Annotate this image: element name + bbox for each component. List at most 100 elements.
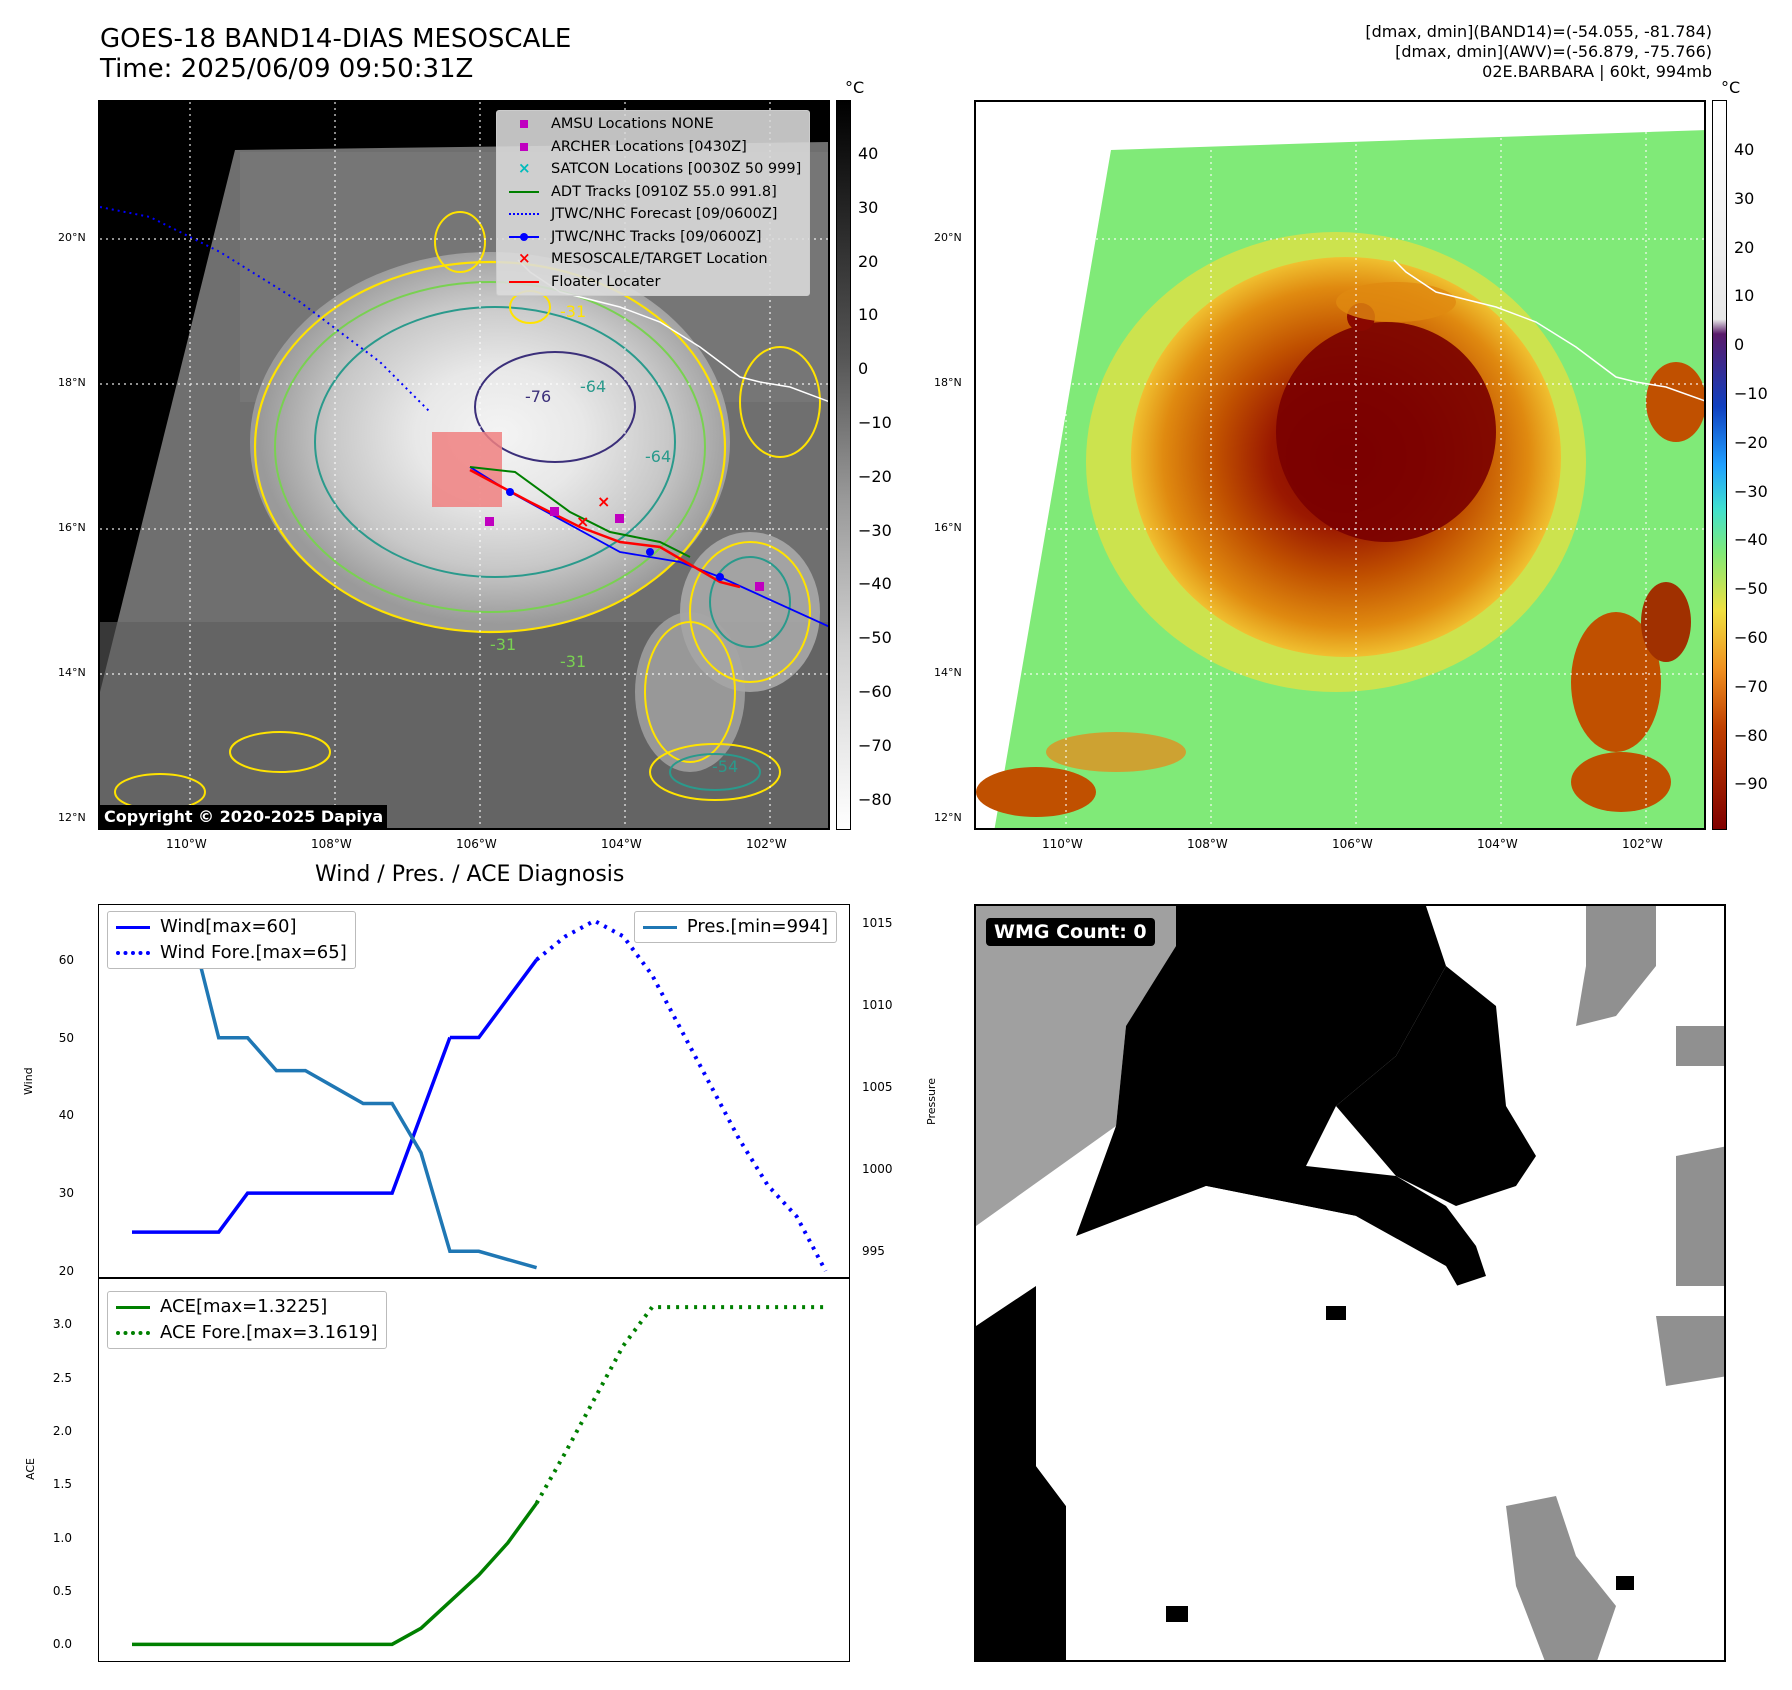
series-line-2 (535, 918, 828, 1272)
series-line-1 (449, 958, 539, 1040)
ir-grayscale-map: -76 -64 -64 -31 -31 -31 -54 (98, 100, 830, 830)
series-line-3 (132, 921, 538, 1270)
lat-label: 18°N (934, 376, 962, 389)
axis-tick-label: 1.0 (52, 1530, 72, 1545)
pressure-legend: Pres.[min=994] (633, 911, 837, 943)
axis-tick-label: 1005 (862, 1080, 893, 1095)
legend-item: × MESOSCALE/TARGET Location (507, 248, 801, 271)
lat-label: 18°N (58, 376, 86, 389)
lat-label: 16°N (934, 521, 962, 534)
solid-green-line-icon (116, 1300, 150, 1314)
contour-54 (274, 281, 706, 613)
svg-text:×: × (576, 512, 589, 531)
legend-item: JTWC/NHC Forecast [09/0600Z] (507, 203, 801, 226)
magenta-square-icon (507, 117, 541, 131)
ir-color-map-svg (976, 102, 1704, 828)
contour-label: -54 (712, 757, 738, 776)
contour-64 (314, 306, 676, 578)
legend-item: Floater Locater (507, 271, 801, 294)
colorbar-tick-label: −40 (1734, 530, 1768, 550)
colorbar-unit: °C (1721, 78, 1741, 97)
blue-line-dot-icon (507, 230, 541, 244)
ace-axis-label: ACE (24, 1458, 37, 1480)
lon-label: 108°W (311, 837, 352, 851)
wmg-count-badge: WMG Count: 0 (986, 918, 1155, 946)
wmg-black-region (976, 906, 1486, 1660)
red-line-icon (507, 275, 541, 289)
axis-tick-label: 20 (58, 1264, 74, 1278)
wind-fore-legend-label: Wind Fore.[max=65] (160, 942, 347, 963)
contour-label: -31 (560, 302, 586, 321)
colorbar-tick-label: −50 (1734, 579, 1768, 599)
colorbar-tick-label: −80 (1734, 725, 1768, 745)
forecast-track (100, 206, 431, 413)
legend-item: ADT Tracks [0910Z 55.0 991.8] (507, 181, 801, 204)
colorbar-tick-label: −70 (1734, 676, 1768, 696)
svg-text:×: × (597, 492, 610, 511)
storm-info: 02E.BARBARA | 60kt, 994mb (1482, 62, 1712, 81)
colorbar-tick-label: 20 (1734, 237, 1755, 257)
dotted-green-line-icon (116, 1326, 150, 1340)
wmg-gray-region (976, 906, 1176, 1226)
colorbar-tick-label: −70 (858, 735, 892, 755)
ace-fore-legend-label: ACE Fore.[max=3.1619] (160, 1322, 378, 1343)
axis-tick-label: 995 (862, 1244, 885, 1259)
axis-tick-label: 0.5 (52, 1584, 72, 1598)
axis-tick-label: 1015 (862, 915, 893, 930)
contour-label: -31 (490, 635, 516, 654)
axis-tick-label: 3.0 (52, 1317, 72, 1332)
lat-label: 12°N (934, 811, 962, 824)
ir-map-svg: -76 -64 -64 -31 -31 -31 -54 (100, 102, 828, 828)
colorbar-tick-label: 20 (858, 251, 879, 271)
lat-label: 20°N (58, 231, 86, 244)
lon-label: 102°W (746, 837, 787, 851)
wmg-white-region (1036, 1186, 1595, 1660)
colorbar-tick-label: 40 (1734, 140, 1755, 159)
colorbar-tick-label: 10 (858, 305, 879, 325)
adt-track (469, 466, 691, 558)
color-colorbar (1712, 100, 1727, 830)
colorbar-tick-label: 0 (858, 359, 869, 379)
contour-label: -76 (525, 387, 551, 406)
axis-tick-label: 40 (58, 1108, 74, 1123)
series-line-1 (534, 1305, 826, 1505)
axis-tick-label: 2.0 (52, 1424, 72, 1438)
legend-item: ARCHER Locations [0430Z] (507, 136, 801, 159)
map-legend: AMSU Locations NONE ARCHER Locations [04… (496, 110, 811, 296)
pressure-axis-label: Pressure (925, 1078, 938, 1125)
ace-chart: ACE[max=1.3225] ACE Fore.[max=3.1619] (98, 1278, 850, 1662)
colorbar-tick-label: −90 (1734, 774, 1768, 794)
colorbar-tick-label: 0 (1734, 335, 1745, 355)
colorbar-tick-label: −20 (858, 466, 892, 486)
colorbar-tick-label: −30 (1734, 481, 1768, 501)
red-x-icon: × (518, 249, 531, 268)
wind-axis-label: Wind (22, 1067, 35, 1095)
lat-label: 14°N (58, 666, 86, 679)
blue-dotted-line-icon (507, 207, 541, 221)
color-map-grid (976, 102, 1704, 828)
header-right-info: [dmax, dmin](BAND14)=(-54.055, -81.784) … (1365, 22, 1712, 82)
contour-76 (474, 351, 636, 463)
lat-label: 20°N (934, 231, 962, 244)
wmg-panel (974, 904, 1726, 1662)
lon-label: 104°W (1477, 837, 1518, 851)
axis-tick-label: 50 (58, 1030, 74, 1045)
axis-tick-label: 1.5 (52, 1477, 72, 1492)
magenta-square-icon (507, 140, 541, 154)
wind-legend-label: Wind[max=60] (160, 916, 297, 937)
axis-tick-label: 60 (58, 952, 74, 967)
lon-label: 104°W (601, 837, 642, 851)
lon-label: 102°W (1622, 837, 1663, 851)
colorbar-tick-label: 40 (858, 144, 879, 163)
colorbar-tick-label: 30 (1734, 188, 1755, 208)
legend-item: JTWC/NHC Tracks [09/0600Z] (507, 226, 801, 249)
lat-label: 12°N (58, 811, 86, 824)
diagnosis-title: Wind / Pres. / ACE Diagnosis (315, 862, 625, 887)
lat-label: 16°N (58, 521, 86, 534)
lon-label: 106°W (456, 837, 497, 851)
band14-range: [dmax, dmin](BAND14)=(-54.055, -81.784) (1365, 22, 1712, 41)
contour-label: -64 (580, 377, 606, 396)
axis-tick-label: 0.0 (52, 1637, 72, 1652)
lon-label: 106°W (1332, 837, 1373, 851)
colorbar-tick-label: −80 (858, 789, 892, 809)
